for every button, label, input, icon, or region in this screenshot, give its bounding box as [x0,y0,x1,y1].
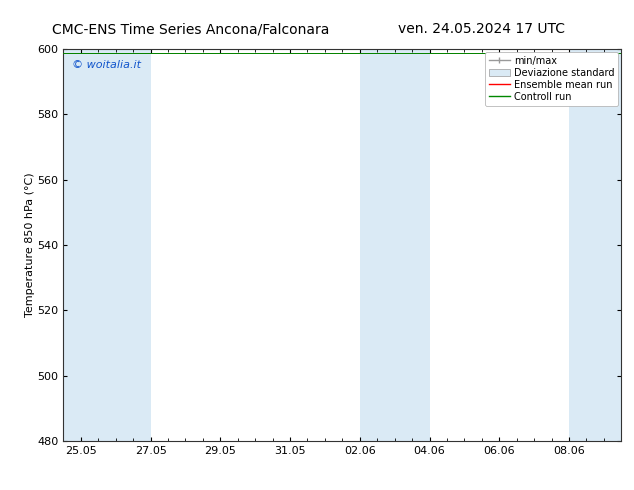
Bar [359,49,429,441]
Text: ven. 24.05.2024 17 UTC: ven. 24.05.2024 17 UTC [398,22,566,36]
Bar [569,49,621,441]
Text: CMC-ENS Time Series Ancona/Falconara: CMC-ENS Time Series Ancona/Falconara [51,22,329,36]
Bar [63,49,150,441]
Text: © woitalia.it: © woitalia.it [72,60,141,70]
Legend: min/max, Deviazione standard, Ensemble mean run, Controll run: min/max, Deviazione standard, Ensemble m… [485,52,618,105]
Y-axis label: Temperature 850 hPa (°C): Temperature 850 hPa (°C) [25,172,34,318]
